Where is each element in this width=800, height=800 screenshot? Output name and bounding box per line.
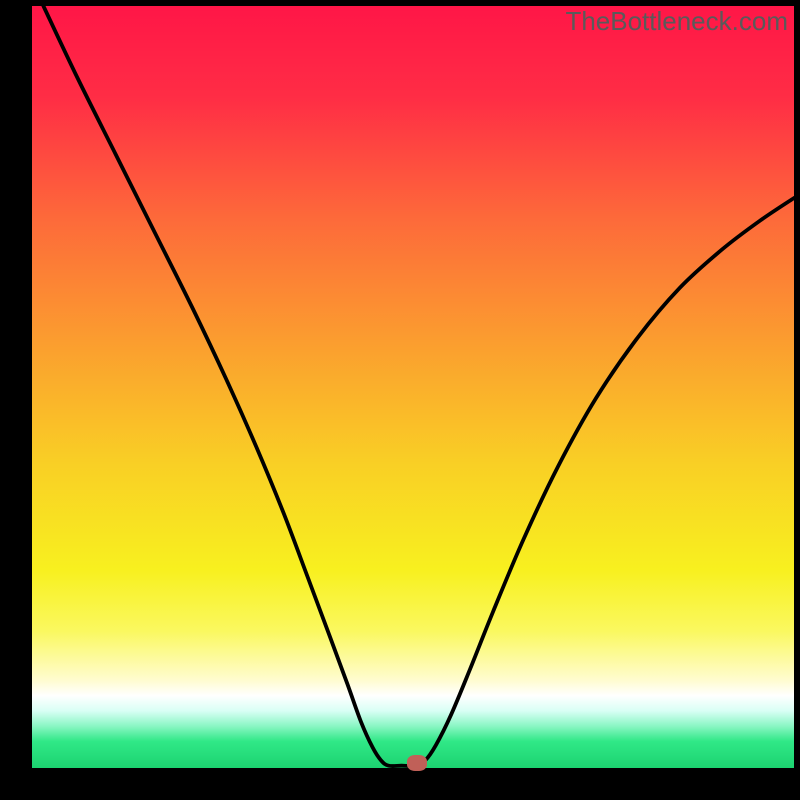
- watermark-text: TheBottleneck.com: [565, 6, 788, 37]
- curve-path: [43, 6, 794, 766]
- optimum-marker: [407, 755, 427, 771]
- plot-area: [32, 6, 794, 768]
- chart-frame: TheBottleneck.com: [0, 0, 800, 800]
- bottleneck-curve: [32, 6, 794, 768]
